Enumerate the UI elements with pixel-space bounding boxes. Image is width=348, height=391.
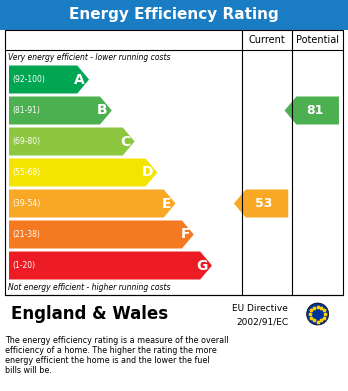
Text: (21-38): (21-38) (12, 230, 40, 239)
Text: Energy Efficiency Rating: Energy Efficiency Rating (69, 7, 279, 23)
Text: D: D (142, 165, 153, 179)
Text: A: A (74, 72, 85, 86)
Text: efficiency of a home. The higher the rating the more: efficiency of a home. The higher the rat… (5, 346, 217, 355)
Text: Current: Current (248, 35, 285, 45)
Text: (81-91): (81-91) (12, 106, 40, 115)
Text: (39-54): (39-54) (12, 199, 40, 208)
Polygon shape (9, 127, 135, 156)
Text: The energy efficiency rating is a measure of the overall: The energy efficiency rating is a measur… (5, 336, 229, 345)
Bar (0, 0, 348, 30)
Text: G: G (197, 258, 208, 273)
Text: F: F (180, 228, 190, 242)
Polygon shape (9, 66, 89, 93)
Polygon shape (9, 97, 112, 124)
Text: EU Directive: EU Directive (232, 304, 288, 313)
Text: Very energy efficient - lower running costs: Very energy efficient - lower running co… (8, 52, 171, 61)
Text: 53: 53 (255, 197, 273, 210)
Text: B: B (97, 104, 108, 118)
Text: energy efficient the home is and the lower the fuel: energy efficient the home is and the low… (5, 356, 209, 365)
Text: bills will be.: bills will be. (5, 366, 52, 375)
Text: 81: 81 (306, 104, 323, 117)
Text: England & Wales: England & Wales (11, 305, 168, 323)
Circle shape (307, 303, 329, 325)
Polygon shape (9, 251, 212, 280)
Polygon shape (285, 97, 339, 124)
Polygon shape (9, 158, 157, 187)
Polygon shape (234, 190, 288, 217)
Text: (92-100): (92-100) (12, 75, 45, 84)
Text: 2002/91/EC: 2002/91/EC (236, 317, 288, 326)
Text: Not energy efficient - higher running costs: Not energy efficient - higher running co… (8, 283, 171, 292)
Polygon shape (9, 221, 194, 249)
Bar (5, 30, 343, 295)
Polygon shape (9, 190, 175, 217)
Text: C: C (120, 135, 130, 149)
Text: Potential: Potential (296, 35, 339, 45)
Text: (1-20): (1-20) (12, 261, 35, 270)
Text: (55-68): (55-68) (12, 168, 40, 177)
Text: (69-80): (69-80) (12, 137, 40, 146)
Text: E: E (162, 197, 172, 210)
